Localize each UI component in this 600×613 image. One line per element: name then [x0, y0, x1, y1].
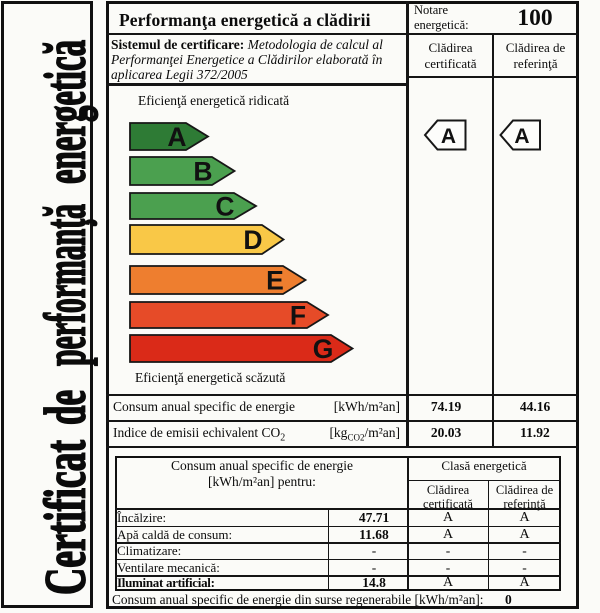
svg-text:G: G [313, 334, 334, 364]
svg-text:energetică: energetică [32, 40, 97, 184]
svg-text:E: E [266, 266, 284, 296]
svg-text:performanţă: performanţă [32, 204, 97, 366]
svg-text:D: D [243, 225, 262, 255]
svg-text:B: B [193, 157, 212, 187]
svg-text:C: C [215, 192, 234, 222]
svg-text:de: de [32, 390, 97, 425]
svg-text:Certificat: Certificat [32, 440, 97, 595]
svg-text:A: A [514, 125, 529, 148]
svg-text:A: A [167, 122, 186, 152]
svg-text:A: A [441, 125, 456, 148]
svg-text:F: F [290, 301, 306, 331]
